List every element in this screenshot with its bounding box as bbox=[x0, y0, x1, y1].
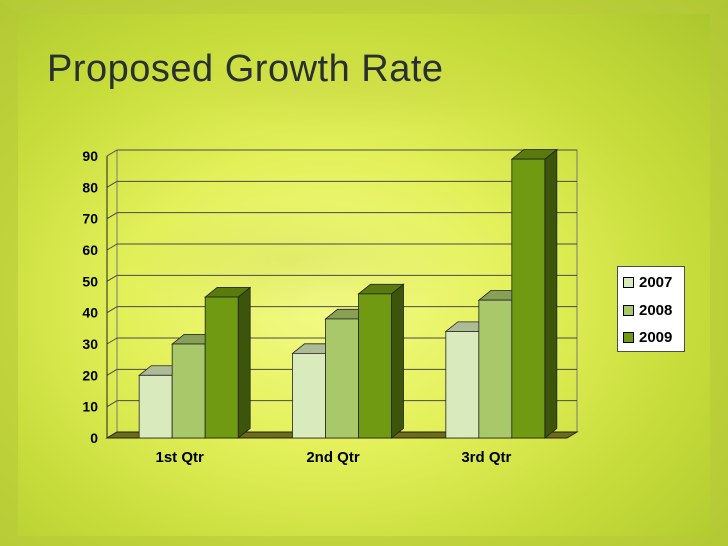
slide-title: Proposed Growth Rate bbox=[47, 48, 444, 90]
bar bbox=[138, 374, 173, 439]
gridline-depth bbox=[106, 243, 118, 251]
legend-label-2009: 2009 bbox=[639, 328, 673, 346]
gridline-depth bbox=[106, 212, 118, 220]
bar bbox=[358, 293, 392, 439]
y-tick-label: 10 bbox=[82, 399, 98, 415]
y-tick-label: 90 bbox=[82, 148, 98, 164]
legend-swatch-2007 bbox=[623, 276, 634, 288]
bar bbox=[325, 318, 359, 439]
x-tick-label: 2nd Qtr bbox=[306, 449, 359, 466]
legend-label-2007: 2007 bbox=[639, 273, 673, 291]
y-tick-label: 60 bbox=[82, 242, 98, 258]
legend-swatch-2009 bbox=[623, 331, 634, 343]
gridline-depth bbox=[106, 149, 118, 157]
y-tick-label: 20 bbox=[82, 367, 98, 383]
bar bbox=[511, 158, 546, 439]
bar bbox=[171, 343, 206, 439]
x-tick-label: 1st Qtr bbox=[155, 449, 204, 466]
bar bbox=[204, 296, 239, 439]
background-glow bbox=[120, 200, 470, 320]
y-tick-label: 0 bbox=[90, 430, 98, 446]
bar bbox=[292, 352, 326, 439]
gridline-depth bbox=[106, 306, 118, 314]
bar bbox=[445, 331, 480, 439]
bar-side bbox=[237, 286, 251, 439]
gridline-depth bbox=[106, 400, 118, 408]
y-tick-label: 40 bbox=[82, 305, 98, 321]
legend-item-2009: 2009 bbox=[623, 327, 672, 347]
y-tick-label: 70 bbox=[82, 211, 98, 227]
y-tick-label: 80 bbox=[82, 179, 98, 195]
legend-label-2008: 2008 bbox=[639, 301, 673, 319]
gridline-depth bbox=[106, 274, 118, 282]
y-tick-label: 50 bbox=[82, 273, 98, 289]
bar-side bbox=[391, 283, 404, 439]
gridline-depth bbox=[106, 368, 118, 376]
chart-legend: 2007 2008 2009 bbox=[617, 266, 685, 352]
x-tick-label: 3rd Qtr bbox=[461, 449, 511, 466]
background-glow bbox=[150, 40, 570, 130]
legend-swatch-2008 bbox=[623, 304, 634, 316]
gridline-depth bbox=[106, 180, 118, 188]
gridline-depth bbox=[106, 337, 118, 345]
y-tick-label: 30 bbox=[82, 336, 98, 352]
legend-item-2008: 2008 bbox=[623, 300, 672, 320]
bar bbox=[478, 299, 513, 439]
legend-item-2007: 2007 bbox=[623, 272, 672, 292]
bar-side bbox=[544, 148, 558, 439]
